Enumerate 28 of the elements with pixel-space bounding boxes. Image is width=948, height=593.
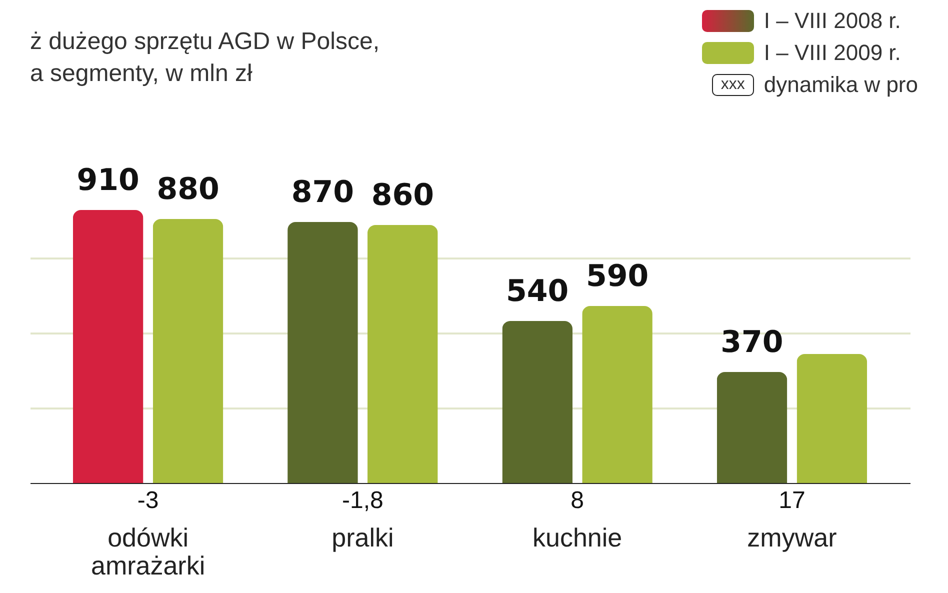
x-tick-label: zmywar bbox=[747, 522, 838, 552]
legend-label: I – VIII 2008 r. bbox=[764, 8, 901, 34]
x-tick-label: kuchnie bbox=[532, 522, 622, 552]
bar bbox=[72, 210, 144, 483]
data-label: 590 bbox=[586, 259, 649, 294]
bar bbox=[152, 219, 224, 483]
legend-label: I – VIII 2009 r. bbox=[764, 40, 901, 66]
data-label: 910 bbox=[76, 163, 140, 198]
text: -1,8 bbox=[342, 487, 384, 514]
bar bbox=[582, 306, 652, 483]
chart-title: ż dużego sprzętu AGD w Polsce, a segmenty, w mln zł bbox=[30, 28, 380, 87]
text: -3 bbox=[137, 487, 159, 514]
data-label: 860 bbox=[371, 178, 434, 213]
bar bbox=[288, 222, 358, 483]
bar bbox=[796, 354, 868, 483]
data-label: 870 bbox=[291, 175, 354, 210]
x-tick-label: odówki amrażarki bbox=[90, 522, 206, 580]
data-label: 540 bbox=[506, 274, 569, 309]
data-label: 370 bbox=[720, 325, 784, 360]
data-label: 880 bbox=[156, 172, 220, 207]
bar bbox=[502, 321, 573, 483]
text: 17 bbox=[778, 487, 806, 514]
label-box-icon: xxx bbox=[712, 74, 754, 96]
x-tick-label: pralki bbox=[332, 522, 394, 552]
text: dynamika w pro bbox=[764, 72, 918, 98]
bar bbox=[716, 372, 788, 483]
bar bbox=[367, 225, 438, 483]
text: 8 bbox=[570, 487, 584, 514]
